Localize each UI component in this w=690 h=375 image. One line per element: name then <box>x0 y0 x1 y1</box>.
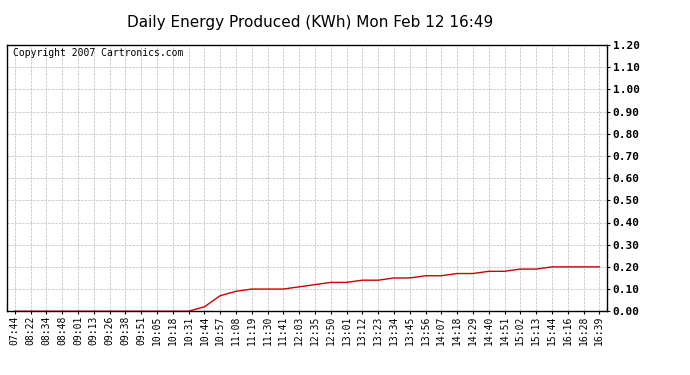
Text: Daily Energy Produced (KWh) Mon Feb 12 16:49: Daily Energy Produced (KWh) Mon Feb 12 1… <box>128 15 493 30</box>
Text: Copyright 2007 Cartronics.com: Copyright 2007 Cartronics.com <box>13 48 184 58</box>
